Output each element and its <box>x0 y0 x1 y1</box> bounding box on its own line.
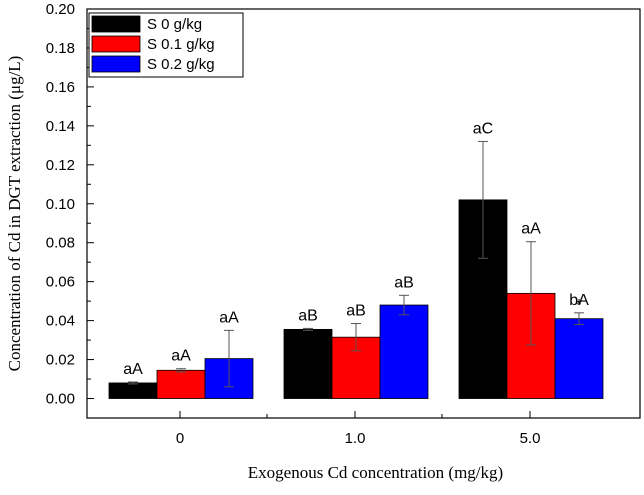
bar <box>156 369 206 399</box>
x-tick-label: 1.0 <box>345 430 366 447</box>
significance-label: aB <box>346 303 366 320</box>
y-tick-label: 0.02 <box>46 352 75 369</box>
y-tick-label: 0.10 <box>46 196 75 213</box>
significance-label: aA <box>171 348 191 365</box>
significance-label: aA <box>521 221 541 238</box>
y-tick-label: 0.20 <box>46 1 75 18</box>
legend-swatch <box>91 15 141 33</box>
asterisk-marker: * <box>576 297 582 314</box>
y-tick-label: 0.08 <box>46 235 75 252</box>
significance-label: aC <box>473 120 493 137</box>
significance-label: aB <box>298 307 318 324</box>
y-tick-label: 0.00 <box>46 391 75 408</box>
y-tick-label: 0.06 <box>46 274 75 291</box>
y-tick-label: 0.04 <box>46 313 75 330</box>
legend-label: S 0.1 g/kg <box>147 36 215 53</box>
axis-ticks: 0.00 0.02 0.04 0.06 0.08 0.10 0.12 0.14 0.16 0.18… <box>46 1 541 447</box>
bar <box>379 304 429 399</box>
bar <box>108 382 158 399</box>
legend-swatch <box>91 55 141 73</box>
legend-swatch <box>91 35 141 53</box>
y-tick-label: 0.14 <box>46 118 75 135</box>
legend-label: S 0.2 g/kg <box>147 56 215 73</box>
significance-label: aA <box>123 361 143 378</box>
y-tick-label: 0.16 <box>46 79 75 96</box>
x-axis-title: Exogenous Cd concentration (mg/kg) <box>248 463 503 482</box>
legend: S 0 g/kg S 0.1 g/kg S 0.2 g/kg <box>88 12 244 78</box>
y-axis-title: Concentration of Cd in DGT extraction (μ… <box>5 56 24 372</box>
significance-label: bA <box>569 292 589 309</box>
annotations-layer: aA aB aC aA aB aA aA aB bA* <box>123 120 589 378</box>
legend-label: S 0 g/kg <box>147 16 202 33</box>
y-tick-label: 0.18 <box>46 40 75 57</box>
x-tick-label: 5.0 <box>520 430 541 447</box>
plot-border <box>86 8 641 419</box>
error-bars-layer <box>128 140 584 388</box>
bar <box>554 318 604 399</box>
x-tick-label: 0 <box>176 430 184 447</box>
bars-layer <box>108 199 604 399</box>
significance-label: aB <box>394 274 414 291</box>
y-tick-label: 0.12 <box>46 157 75 174</box>
plot-frame <box>86 8 641 419</box>
significance-label: aA <box>219 309 239 326</box>
bar <box>283 328 333 399</box>
